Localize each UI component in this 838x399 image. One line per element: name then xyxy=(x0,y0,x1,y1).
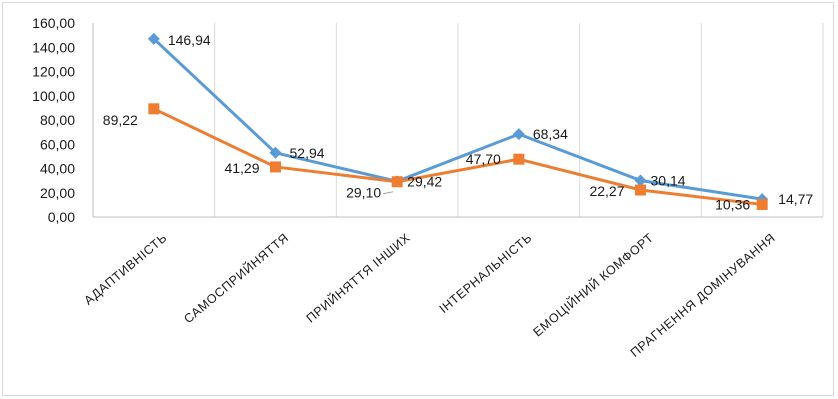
x-category-label: САМОСПРИЙНЯТТЯ xyxy=(181,230,292,326)
data-labels: 146,94 52,94 29,42 68,34 30,14 14,77 89,22 41,2… xyxy=(103,32,814,213)
y-tick-label: 80,00 xyxy=(40,112,75,128)
series-2-point xyxy=(513,153,525,165)
series-1-point xyxy=(512,128,525,141)
series-line-1 xyxy=(152,37,763,201)
series-2-point xyxy=(635,184,646,196)
data-label: 41,29 xyxy=(224,160,259,176)
data-label: 146,94 xyxy=(168,32,211,48)
label-leader-line xyxy=(383,191,394,195)
y-tick-label: 0,00 xyxy=(48,209,75,225)
y-tick-label: 120,00 xyxy=(32,64,75,80)
x-category-label: ЕМОЦІЙНИЙ КОМФОРТ xyxy=(530,230,657,340)
y-tick-label: 160,00 xyxy=(32,15,75,31)
series-1-point xyxy=(634,174,647,187)
y-tick-label: 140,00 xyxy=(32,39,75,55)
x-category-label: ІНТЕРНАЛЬНІСТЬ xyxy=(437,231,535,316)
series-lines xyxy=(152,37,763,206)
x-category-label: ПРИЙНЯТТЯ ІНШИХ xyxy=(303,230,413,326)
data-label: 10,36 xyxy=(715,196,750,212)
y-tick-label: 20,00 xyxy=(40,185,75,201)
y-tick-label: 40,00 xyxy=(40,161,75,177)
series-1-point xyxy=(269,146,282,159)
data-label: 52,94 xyxy=(290,145,325,161)
series-2-point xyxy=(756,198,768,210)
data-label: 29,10 xyxy=(346,185,381,201)
series-markers xyxy=(147,32,769,210)
data-label: 14,77 xyxy=(778,191,813,207)
x-category-label: ПРАГНЕННЯ ДОМІНУВАННЯ xyxy=(628,231,778,360)
y-tick-label: 100,00 xyxy=(32,88,75,104)
series-2-point xyxy=(391,176,403,188)
vertical-gridlines xyxy=(214,23,824,217)
series-2-point xyxy=(148,103,160,115)
data-label: 89,22 xyxy=(103,112,138,128)
series-line-2 xyxy=(153,107,763,206)
data-label: 47,70 xyxy=(466,151,501,167)
x-category-label: АДАПТИВНІСТЬ xyxy=(81,231,169,308)
y-axis-tick-labels: 0,00 20,00 40,00 60,00 80,00 100,00 120,00 140,… xyxy=(32,15,75,225)
series-2-point xyxy=(270,161,281,173)
axes xyxy=(92,23,823,218)
data-label: 30,14 xyxy=(651,172,686,188)
line-chart: 0,00 20,00 40,00 60,00 80,00 100,00 120,00 140,… xyxy=(32,15,824,360)
data-label: 29,42 xyxy=(407,173,442,189)
data-label: 68,34 xyxy=(533,126,568,142)
data-label: 22,27 xyxy=(589,183,624,199)
x-axis-category-labels: АДАПТИВНІСТЬ САМОСПРИЙНЯТТЯ ПРИЙНЯТТЯ ІНШИ… xyxy=(81,230,778,360)
y-tick-label: 60,00 xyxy=(40,136,75,152)
series-1-point xyxy=(147,32,160,45)
